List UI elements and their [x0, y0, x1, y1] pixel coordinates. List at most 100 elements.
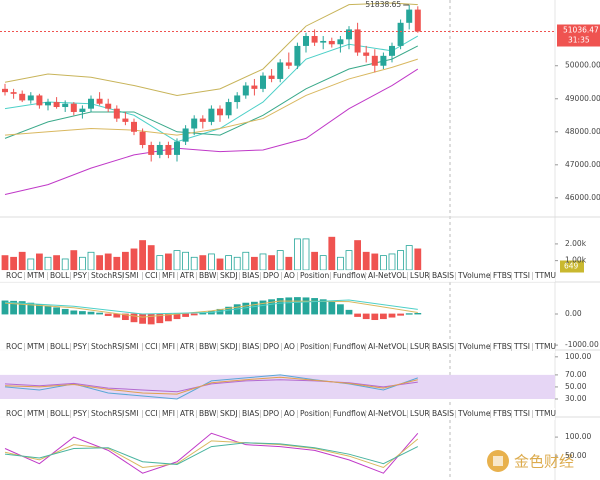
indicator-tab[interactable]: SMI	[125, 342, 138, 351]
indicator-tab[interactable]: TVolume	[457, 342, 491, 351]
indicator-tab[interactable]: TTSI	[513, 409, 530, 418]
bar	[216, 258, 224, 271]
indicator-tab[interactable]: ATR	[180, 409, 194, 418]
indicator-tab[interactable]: TVolume	[457, 271, 491, 280]
indicator-tab[interactable]: TTSI	[513, 342, 530, 351]
indicator-tab[interactable]: BBW	[199, 271, 217, 280]
candle-body	[19, 93, 26, 101]
bar	[379, 313, 387, 320]
indicator-tab[interactable]: LSUR	[410, 271, 430, 280]
indicator-tab[interactable]: AO	[284, 271, 295, 280]
indicator-line	[4, 45, 419, 139]
indicator-tab[interactable]: Fundflow	[333, 271, 367, 280]
indicator-tab[interactable]: AI-NetVOL	[368, 342, 407, 351]
indicator-tab[interactable]: ROC	[6, 409, 22, 418]
bar	[371, 253, 379, 271]
indicator-tab[interactable]: SKDJ	[220, 342, 238, 351]
indicator-tab[interactable]: FTBS	[493, 409, 512, 418]
bar	[242, 251, 250, 271]
bar	[293, 297, 301, 315]
indicator-tab[interactable]: DPO	[263, 342, 279, 351]
indicator-tab[interactable]: ROC	[6, 271, 22, 280]
candle-body	[346, 29, 352, 40]
indicator-tab[interactable]: BOLL	[50, 409, 70, 418]
indicator-tab[interactable]: FTBS	[493, 342, 512, 351]
indicator-tab[interactable]: PSY	[73, 271, 87, 280]
indicator-tab[interactable]: DPO	[263, 271, 279, 280]
indicator-tab[interactable]: BOLL	[50, 271, 70, 280]
indicator-tab[interactable]: StochRSI	[91, 409, 124, 418]
indicator-tab[interactable]: FTBS	[493, 271, 512, 280]
last-volume-label: 649	[564, 262, 579, 271]
indicator-tab[interactable]: MTM	[27, 271, 45, 280]
indicator-tab[interactable]: AO	[284, 342, 295, 351]
candle-body	[174, 141, 180, 155]
bar	[61, 258, 69, 271]
indicator-tab[interactable]: Fundflow	[333, 409, 367, 418]
indicator-tab[interactable]: PSY	[73, 409, 87, 418]
bar	[250, 256, 258, 271]
indicator-tab[interactable]: LSUR	[410, 409, 430, 418]
indicator-tab[interactable]: BBW	[199, 342, 217, 351]
candle-body	[234, 95, 241, 103]
indicator-tab[interactable]: SKDJ	[220, 271, 238, 280]
indicator-tab[interactable]: TTMU	[534, 409, 556, 418]
bar	[405, 245, 413, 271]
indicator-tab[interactable]: TVolume	[457, 409, 491, 418]
bar	[293, 238, 301, 271]
candle-body	[156, 144, 163, 155]
y-tick-label: 2.00k	[565, 239, 587, 248]
indicator-tab[interactable]: LSUR	[410, 342, 430, 351]
indicator-tab[interactable]: StochRSI	[91, 271, 124, 280]
bar	[147, 245, 155, 271]
indicator-tab[interactable]: BOLL	[50, 342, 70, 351]
bar	[328, 301, 336, 315]
indicator-tab[interactable]: TTSI	[513, 271, 530, 280]
indicator-tab[interactable]: BASIS	[432, 409, 454, 418]
candle-body	[53, 102, 60, 108]
indicator-tab[interactable]: TTMU	[534, 342, 556, 351]
indicator-tab[interactable]: CCI	[145, 271, 158, 280]
indicator-tab[interactable]: SMI	[125, 409, 138, 418]
bar	[190, 313, 198, 316]
indicator-tab[interactable]: MFI	[162, 342, 175, 351]
indicator-tab[interactable]: Position	[300, 409, 329, 418]
indicator-tab[interactable]: SMI	[125, 271, 138, 280]
indicator-tab[interactable]: CCI	[145, 342, 158, 351]
indicator-tab[interactable]: AI-NetVOL	[368, 271, 407, 280]
y-tick-label: 1.00k	[565, 256, 587, 265]
y-tick-label: 100.00	[565, 432, 591, 441]
indicator-tab[interactable]: Fundflow	[333, 342, 367, 351]
bar	[319, 299, 327, 315]
indicator-tab[interactable]: StochRSI	[91, 342, 124, 351]
indicator-tab[interactable]: MFI	[162, 409, 175, 418]
tab-bar	[0, 270, 555, 282]
bar	[371, 313, 379, 321]
candle-body	[328, 40, 335, 45]
indicator-tab[interactable]: ATR	[180, 342, 194, 351]
bar	[397, 313, 405, 316]
indicator-tab[interactable]: BBW	[199, 409, 217, 418]
indicator-tab[interactable]: DPO	[263, 409, 279, 418]
indicator-tab[interactable]: AI-NetVOL	[368, 409, 407, 418]
indicator-tab[interactable]: CCI	[145, 409, 158, 418]
indicator-tab[interactable]: TTMU	[534, 271, 556, 280]
indicator-tab[interactable]: BASIS	[432, 271, 454, 280]
indicator-tab[interactable]: PSY	[73, 342, 87, 351]
indicator-tab[interactable]: Position	[300, 271, 329, 280]
indicator-tab[interactable]: ROC	[6, 342, 22, 351]
candle-body	[225, 102, 232, 116]
indicator-tab[interactable]: MFI	[162, 271, 175, 280]
indicator-tab[interactable]: Position	[300, 342, 329, 351]
bar	[139, 240, 147, 271]
indicator-tab[interactable]: BIAS	[242, 271, 259, 280]
indicator-tab[interactable]: SKDJ	[220, 409, 238, 418]
indicator-tab[interactable]: BIAS	[242, 409, 259, 418]
indicator-tab[interactable]: ATR	[180, 271, 194, 280]
indicator-tab[interactable]: BASIS	[432, 342, 454, 351]
indicator-tab[interactable]: MTM	[27, 342, 45, 351]
indicator-tab[interactable]: BIAS	[242, 342, 259, 351]
indicator-tab[interactable]: AO	[284, 409, 295, 418]
bar	[79, 311, 86, 315]
indicator-tab[interactable]: MTM	[27, 409, 45, 418]
